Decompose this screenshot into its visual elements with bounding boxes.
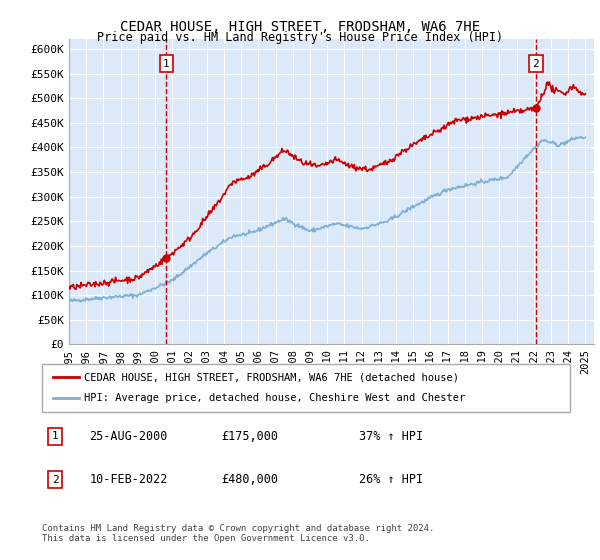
Text: 2: 2 xyxy=(532,59,539,69)
Text: 1: 1 xyxy=(52,431,59,441)
FancyBboxPatch shape xyxy=(42,364,570,412)
Text: Contains HM Land Registry data © Crown copyright and database right 2024.
This d: Contains HM Land Registry data © Crown c… xyxy=(42,524,434,543)
Text: £175,000: £175,000 xyxy=(221,430,278,443)
Text: 2: 2 xyxy=(52,475,59,485)
Text: CEDAR HOUSE, HIGH STREET, FRODSHAM, WA6 7HE (detached house): CEDAR HOUSE, HIGH STREET, FRODSHAM, WA6 … xyxy=(84,372,459,382)
Text: 25-AUG-2000: 25-AUG-2000 xyxy=(89,430,168,443)
Text: HPI: Average price, detached house, Cheshire West and Chester: HPI: Average price, detached house, Ches… xyxy=(84,393,466,403)
Text: 26% ↑ HPI: 26% ↑ HPI xyxy=(359,473,423,486)
Text: 1: 1 xyxy=(163,59,170,69)
Text: 10-FEB-2022: 10-FEB-2022 xyxy=(89,473,168,486)
Text: CEDAR HOUSE, HIGH STREET, FRODSHAM, WA6 7HE: CEDAR HOUSE, HIGH STREET, FRODSHAM, WA6 … xyxy=(120,20,480,34)
Text: Price paid vs. HM Land Registry's House Price Index (HPI): Price paid vs. HM Land Registry's House … xyxy=(97,31,503,44)
Text: £480,000: £480,000 xyxy=(221,473,278,486)
Text: 37% ↑ HPI: 37% ↑ HPI xyxy=(359,430,423,443)
